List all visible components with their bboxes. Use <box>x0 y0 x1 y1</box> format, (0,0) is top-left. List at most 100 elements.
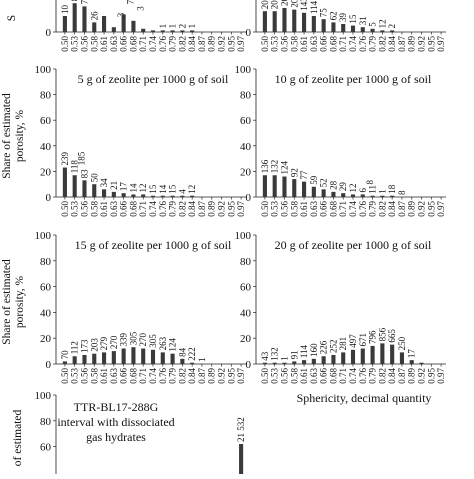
x-tick-label: 0.50 <box>60 201 70 217</box>
bar-value-label: 10 <box>60 5 70 15</box>
x-tick-label: 0.82 <box>377 36 387 52</box>
bar <box>272 362 277 364</box>
bar-value-label: 160 <box>309 343 319 357</box>
x-tick-label: 0.76 <box>158 201 168 217</box>
x-tick-label: 0.58 <box>89 36 99 52</box>
bar-value-label: 15 <box>168 184 178 194</box>
chart-zeolite-10: 0 20 40 60 80 100 10 g of zeolite per 1000 g o… <box>235 64 447 217</box>
x-axis-label: Sphericity, decimal quantity <box>297 391 432 405</box>
x-tick-label: 0.84 <box>387 36 397 52</box>
x-tick-label: 0.56 <box>279 201 289 217</box>
y-tick-label: 40 <box>240 141 252 153</box>
x-tick-label: 0.89 <box>207 368 217 384</box>
x-tick-label: 0.61 <box>99 201 109 217</box>
chart-zeolite-20: 0 20 40 60 80 100 20 g of zeolite per 1000 g o… <box>235 230 447 384</box>
bar <box>62 361 67 364</box>
x-tick-label: 0.71 <box>338 36 348 52</box>
bar-value-label: 665 <box>387 329 397 343</box>
bar <box>331 191 336 197</box>
bar-value-label: 14 <box>158 184 168 194</box>
bar <box>92 184 97 197</box>
bar-value-label: 1 <box>377 189 387 194</box>
bar <box>82 180 87 197</box>
x-tick-label: 0.61 <box>299 368 309 384</box>
bar <box>360 27 365 32</box>
bar-value-label: 226 <box>319 340 329 354</box>
bar-value-label: 263 <box>158 336 168 350</box>
bar <box>282 8 287 32</box>
bar-value-label: 1 <box>279 356 289 361</box>
bar-value-label: 39 <box>338 13 348 23</box>
bar-value-label: 34 <box>99 178 109 188</box>
bar-value-label: 11 <box>368 185 378 194</box>
bar-value-label: 85 <box>70 0 80 1</box>
bar <box>282 176 287 197</box>
x-tick-label: 0.50 <box>60 36 70 52</box>
x-tick-label: 0.82 <box>177 201 187 217</box>
y-tick-label: 80 <box>240 256 252 268</box>
bar <box>321 356 326 364</box>
bar <box>141 28 146 32</box>
y-tick-label: 0 <box>46 192 52 204</box>
bar-value-label: 132 <box>270 160 280 174</box>
x-tick-label: 0.84 <box>187 201 197 217</box>
x-tick-label: 0.82 <box>377 368 387 384</box>
x-tick-label: 0.68 <box>328 368 338 384</box>
bar <box>272 11 277 32</box>
bar <box>341 24 346 32</box>
bar-value-label: 83 <box>79 169 89 179</box>
y-tick-label: 20 <box>240 333 252 345</box>
x-tick-label: 0.68 <box>128 201 138 217</box>
chart-title: 15 g of zeolite per 1000 g of soil <box>75 238 232 252</box>
x-tick-label: 0.87 <box>397 36 407 52</box>
x-tick-label: 0.79 <box>368 201 378 217</box>
y-tick-label: 80 <box>240 90 252 102</box>
bar <box>111 191 116 197</box>
bar <box>409 360 414 364</box>
bar <box>301 181 307 197</box>
bar-value-label: 796 <box>368 330 378 344</box>
x-tick-label: 0.76 <box>158 36 168 52</box>
x-tick-label: 0.63 <box>309 368 319 384</box>
x-tick-label: 0.74 <box>348 368 358 384</box>
bar <box>321 189 326 197</box>
bar-value-label: 1 <box>168 24 178 29</box>
bar <box>341 352 346 364</box>
x-tick-label: 0.61 <box>99 36 109 52</box>
y-tick-label: 40 <box>40 307 52 319</box>
bar <box>341 193 346 197</box>
bar <box>311 186 316 197</box>
x-tick-label: 0.79 <box>168 201 178 217</box>
bar <box>101 16 107 32</box>
y-axis-label-row2-line1: Share of estimated <box>1 93 13 179</box>
bar <box>92 353 97 364</box>
bar <box>360 194 365 197</box>
x-tick-label: 0.58 <box>289 36 299 52</box>
bar <box>82 354 87 364</box>
bar <box>331 22 336 32</box>
bar-value-label: 12 <box>348 183 358 192</box>
bar <box>350 349 356 364</box>
x-tick-label: 0.61 <box>299 201 309 217</box>
bar-value-label: 43 <box>260 351 270 361</box>
bar <box>419 362 424 364</box>
bar-value-label: 17 <box>119 182 129 192</box>
x-tick-label: 0.76 <box>358 201 368 217</box>
x-tick-label: 0.76 <box>158 368 168 384</box>
x-tick-label: 0.58 <box>289 201 299 217</box>
x-tick-label: 0.68 <box>328 36 338 52</box>
x-tick-label: 0.58 <box>89 201 99 217</box>
x-tick-label: 0.53 <box>270 201 280 217</box>
bar-value-label: 339 <box>119 333 129 347</box>
x-tick-label: 0.97 <box>436 368 446 384</box>
x-tick-label: 0.53 <box>270 36 280 52</box>
bar-value-label: 50 <box>89 173 99 183</box>
x-tick-label: 0.74 <box>348 201 358 217</box>
bar <box>239 444 244 474</box>
bar <box>272 175 277 197</box>
bar-value-label: 15 <box>348 14 358 24</box>
x-tick-label: 0.56 <box>79 36 89 52</box>
bar <box>170 195 175 197</box>
x-tick-label: 0.56 <box>279 36 289 52</box>
